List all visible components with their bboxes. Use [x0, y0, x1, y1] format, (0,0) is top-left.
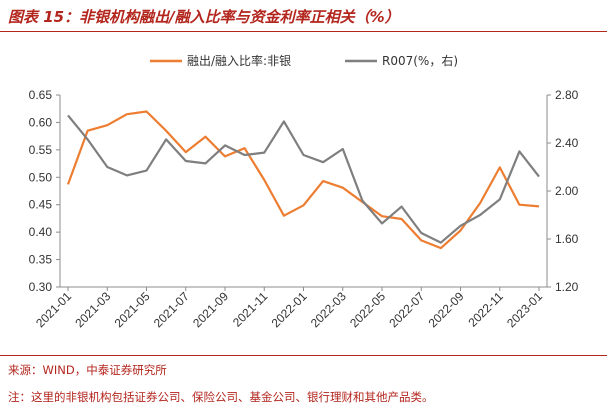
data-point-r007	[165, 138, 167, 140]
data-point-ratio	[518, 204, 520, 206]
left-tick-label: 0.60	[29, 115, 53, 129]
data-point-r007	[518, 150, 520, 152]
data-point-ratio	[479, 202, 481, 204]
right-tick-label: 2.80	[555, 88, 579, 102]
data-point-r007	[67, 114, 69, 116]
x-tick-label: 2021-07	[151, 289, 192, 330]
data-point-r007	[204, 162, 206, 164]
source-note: 来源：WIND，中泰证券研究所	[8, 363, 167, 377]
x-tick-label: 2022-01	[269, 289, 310, 330]
data-point-ratio	[126, 113, 128, 115]
chart-series	[66, 110, 540, 250]
data-point-r007	[538, 176, 540, 178]
data-point-r007	[381, 222, 383, 224]
data-point-r007	[87, 138, 89, 140]
data-point-ratio	[106, 124, 108, 126]
x-tick-label: 2022-07	[386, 289, 427, 330]
x-tick-label: 2021-01	[33, 289, 74, 330]
left-tick-label: 0.35	[29, 253, 53, 267]
chart-tick-labels: 0.30 0.35 0.40 0.45 0.50 0.55 0.60 0.65 1.20 1.60…	[29, 88, 579, 330]
x-tick-label: 2022-11	[465, 289, 506, 330]
series-line-r007	[67, 114, 540, 244]
data-point-ratio	[342, 187, 344, 189]
data-point-r007	[479, 214, 481, 216]
data-point-ratio	[244, 147, 246, 149]
data-point-ratio	[185, 151, 187, 153]
x-tick-label: 2022-05	[347, 289, 388, 330]
data-point-ratio	[67, 183, 69, 185]
data-point-r007	[401, 206, 403, 208]
left-tick-label: 0.55	[29, 143, 53, 157]
data-point-ratio	[204, 136, 206, 138]
x-tick-label: 2022-09	[426, 289, 467, 330]
data-point-r007	[342, 148, 344, 150]
footnote: 注：这里的非银机构包括证券公司、保险公司、基金公司、银行理财和其他产品类。	[8, 390, 434, 404]
data-point-r007	[440, 242, 442, 244]
data-point-ratio	[499, 166, 501, 168]
chart-axes	[56, 94, 551, 291]
data-point-r007	[263, 152, 265, 154]
legend-label-r007: R007(%，右)	[382, 53, 458, 68]
x-tick-label: 2023-01	[504, 289, 545, 330]
data-point-r007	[322, 161, 324, 163]
left-tick-label: 0.65	[29, 88, 53, 102]
x-tick-label: 2021-03	[72, 289, 113, 330]
data-point-r007	[303, 154, 305, 156]
data-point-r007	[420, 232, 422, 234]
data-point-r007	[146, 170, 148, 172]
data-point-r007	[361, 200, 363, 202]
footer-divider	[0, 355, 607, 356]
data-point-ratio	[460, 229, 462, 231]
right-tick-label: 2.40	[555, 136, 579, 150]
chart-title: 图表 15：非银机构融出/融入比率与资金利率正相关（%）	[8, 8, 400, 26]
dual-axis-line-chart: 融出/融入比率:非银 R007(%，右) 0.30 0.35 0.40 0.45 0.5…	[29, 53, 579, 330]
data-point-r007	[283, 120, 285, 122]
data-point-r007	[126, 174, 128, 176]
left-tick-label: 0.45	[29, 198, 53, 212]
right-tick-label: 1.20	[555, 280, 579, 294]
data-point-ratio	[263, 179, 265, 181]
right-tick-label: 1.60	[555, 232, 579, 246]
data-point-r007	[106, 166, 108, 168]
data-point-ratio	[283, 215, 285, 217]
data-point-ratio	[303, 204, 305, 206]
data-point-ratio	[146, 110, 148, 112]
left-tick-label: 0.40	[29, 225, 53, 239]
data-point-ratio	[322, 180, 324, 182]
data-point-ratio	[224, 155, 226, 157]
x-tick-label: 2021-09	[190, 289, 231, 330]
data-point-ratio	[440, 247, 442, 249]
data-point-ratio	[87, 130, 89, 132]
title-divider	[0, 31, 607, 32]
data-point-ratio	[401, 218, 403, 220]
data-point-ratio	[381, 215, 383, 217]
chart-legend: 融出/融入比率:非银 R007(%，右)	[150, 53, 458, 68]
data-point-r007	[499, 198, 501, 200]
data-point-ratio	[165, 130, 167, 132]
x-tick-label: 2022-03	[308, 289, 349, 330]
series-line-ratio	[66, 110, 540, 250]
data-point-r007	[244, 154, 246, 156]
right-tick-label: 2.00	[555, 184, 579, 198]
x-tick-label: 2021-05	[112, 289, 153, 330]
data-point-r007	[460, 225, 462, 227]
legend-label-ratio: 融出/融入比率:非银	[187, 53, 291, 68]
data-point-r007	[185, 160, 187, 162]
left-tick-label: 0.30	[29, 280, 53, 294]
left-tick-label: 0.50	[29, 170, 53, 184]
data-point-ratio	[420, 239, 422, 241]
data-point-r007	[224, 144, 226, 146]
data-point-ratio	[538, 205, 540, 207]
x-tick-label: 2021-11	[230, 289, 271, 330]
